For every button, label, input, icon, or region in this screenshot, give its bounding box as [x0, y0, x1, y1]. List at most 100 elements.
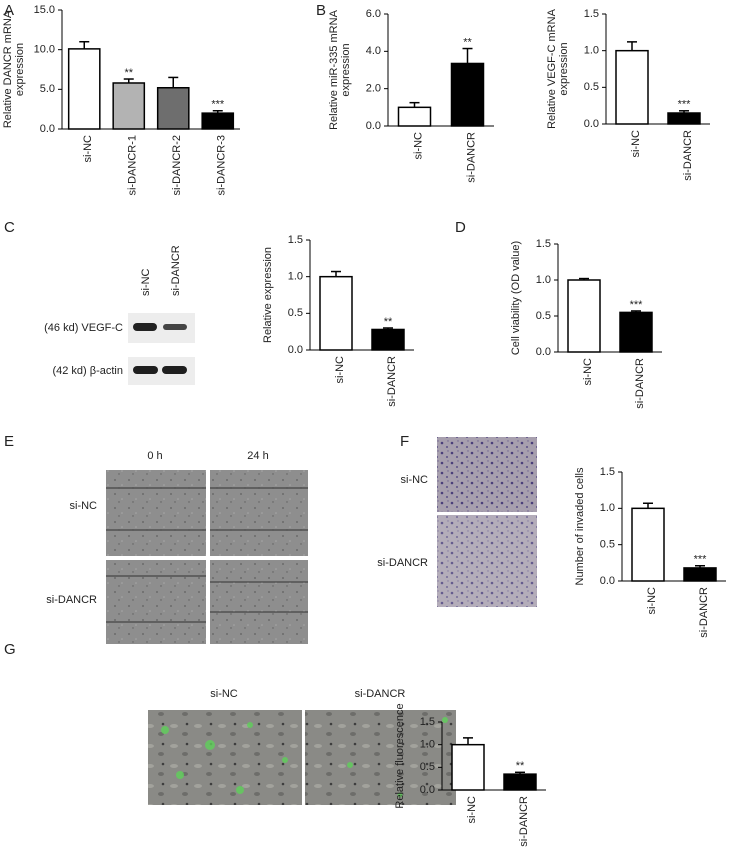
y-tick-label: 1.5 [600, 466, 615, 478]
y-axis-label: Cell viability (OD value) [510, 241, 522, 355]
blot-band [133, 323, 157, 331]
bar [371, 328, 405, 351]
bar [319, 275, 353, 351]
bar [397, 106, 432, 127]
x-tick-label: si-DANCR [634, 358, 646, 409]
panel-letter: G [4, 641, 16, 658]
significance-label: *** [694, 554, 708, 566]
y-tick-label: 0.5 [584, 81, 599, 93]
bar [67, 48, 101, 130]
y-tick-label: 0.0 [584, 118, 599, 130]
y-axis-label: Relative DANCR mRNA [2, 10, 14, 128]
y-tick-label: 1.0 [288, 271, 303, 283]
bar [451, 743, 485, 791]
gfp-cell [161, 726, 169, 734]
y-tick-label: 0.0 [40, 123, 55, 135]
band-label: (46 kd) VEGF-C [44, 322, 123, 334]
x-tick-label: si-DANCR [698, 587, 710, 638]
y-tick-label: 15.0 [34, 4, 55, 16]
y-tick-label: 1.5 [584, 8, 599, 20]
y-tick-label: 10.0 [34, 44, 55, 56]
y-tick-label: 1.0 [600, 502, 615, 514]
gfp-cell [236, 786, 244, 794]
bar-chart: 0.0 0.5 1.0 1.5 Cell viability (OD value) si-… [510, 238, 662, 409]
y-tick-label: 0.5 [536, 310, 551, 322]
y-tick-label: 1.0 [584, 45, 599, 57]
bar-chart: 0.0 0.5 1.0 1.5 Relative VEGF-C mRNA expressi… [546, 8, 710, 181]
micrograph [106, 470, 206, 556]
panel-letter: E [4, 433, 14, 450]
y-tick-label: 0.5 [420, 761, 435, 773]
panel-letter: A [4, 2, 14, 19]
panel-letters: A B C D E F G [4, 2, 466, 658]
transwell: si-NC si-DANCR [377, 437, 537, 607]
y-tick-label: 0.0 [420, 784, 435, 796]
lane-label: si-NC [140, 268, 152, 296]
significance-label: *** [630, 299, 644, 311]
column-label: si-NC [210, 688, 238, 700]
fluorescence-images: si-NC si-DANCR [148, 688, 456, 805]
y-tick-label: 2.0 [366, 83, 381, 95]
row-label: si-DANCR [377, 557, 428, 569]
band-label: (42 kd) β-actin [52, 365, 123, 377]
micrograph [210, 560, 308, 644]
y-tick-label: 1.5 [536, 238, 551, 250]
bar [112, 82, 146, 130]
bar [683, 567, 717, 582]
column-label: 24 h [247, 450, 268, 462]
bar [201, 112, 235, 130]
y-tick-label: 1.0 [420, 739, 435, 751]
bar-chart: 0.0 0.5 1.0 1.5 Relative expression si-NC ** si… [262, 234, 414, 407]
significance-label: *** [678, 99, 692, 111]
blot-band [162, 366, 187, 374]
panel-letter: C [4, 219, 15, 236]
gfp-cell [176, 771, 184, 779]
column-label: 0 h [147, 450, 162, 462]
significance-label: ** [124, 67, 133, 79]
x-tick-label: si-NC [466, 796, 478, 824]
gfp-cell [205, 740, 215, 750]
y-axis-label: expression [558, 42, 570, 95]
y-axis-label: Relative fluorescence [394, 703, 406, 808]
x-tick-label: si-DANCR [386, 356, 398, 407]
x-tick-label: si-NC [646, 587, 658, 615]
y-axis-label: expression [14, 43, 26, 96]
x-tick-label: si-DANCR-1 [127, 135, 139, 196]
bar-chart: 0.0 0.5 1.0 1.5 Number of invaded cells si-NC… [574, 466, 726, 638]
micrograph [106, 560, 206, 644]
western-blot: si-NC si-DANCR (46 kd) VEGF-C (42 kd) β-… [44, 245, 195, 385]
micrograph [148, 710, 302, 805]
x-tick-label: si-NC [412, 132, 424, 160]
x-tick-label: si-DANCR-3 [216, 135, 228, 196]
y-tick-label: 0.5 [288, 307, 303, 319]
wound-healing: 0 h 24 h si-NC si-DANCR [46, 450, 308, 644]
gfp-cell [397, 792, 403, 798]
x-tick-label: si-NC [582, 358, 594, 386]
y-tick-label: 0.5 [600, 539, 615, 551]
x-tick-label: si-DANCR [465, 132, 477, 183]
panel-letter: B [316, 2, 326, 19]
x-tick-label: si-DANCR [682, 130, 694, 181]
x-tick-label: si-NC [334, 356, 346, 384]
gfp-cell [442, 717, 448, 723]
y-tick-label: 0.0 [600, 575, 615, 587]
micrograph [305, 710, 456, 805]
bar [631, 507, 665, 582]
y-tick-label: 4.0 [366, 45, 381, 57]
y-tick-label: 0.0 [366, 120, 381, 132]
column-label: si-DANCR [355, 688, 406, 700]
y-tick-label: 6.0 [366, 8, 381, 20]
panel-letter: F [400, 433, 409, 450]
bar-chart: 0.0 5.0 10.0 15.0 Relative DANCR mRNA express… [2, 4, 240, 196]
y-axis-label: Relative expression [262, 247, 274, 343]
y-axis-label: Number of invaded cells [574, 467, 586, 586]
y-tick-label: 5.0 [40, 83, 55, 95]
bar [619, 311, 653, 353]
y-axis-label: Relative miR-335 mRNA [328, 9, 340, 129]
row-label: si-NC [401, 474, 429, 486]
row-label: si-NC [70, 500, 98, 512]
gfp-cell [247, 722, 253, 728]
y-axis-label: expression [340, 43, 352, 96]
